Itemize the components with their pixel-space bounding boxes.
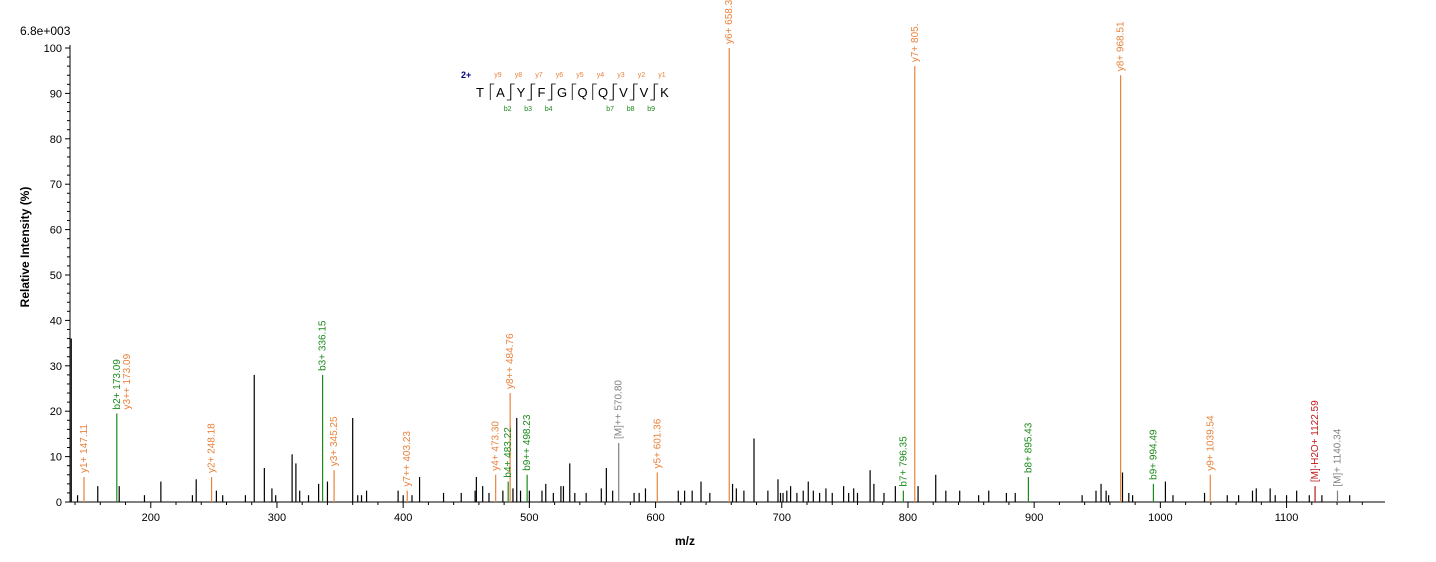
x-tick-label: 300 xyxy=(268,512,286,524)
b-ion-bracket xyxy=(629,84,635,101)
x-tick-label: 1100 xyxy=(1275,512,1299,524)
peak-label: y3+ 345.25 xyxy=(329,416,340,466)
peak-label: b2+ 173.09 xyxy=(112,359,123,410)
peak-label: y2+ 248.18 xyxy=(207,423,218,473)
y-tick-label: 50 xyxy=(50,270,62,282)
y-tick-label: 30 xyxy=(50,361,62,373)
x-tick-label: 200 xyxy=(142,512,160,524)
y-ion-bracket xyxy=(633,83,638,100)
peak-label: y6+ 658.38 xyxy=(724,0,735,44)
residue: F xyxy=(538,85,546,100)
peak-label: b9++ 498.23 xyxy=(522,414,533,471)
x-axis-title: m/z xyxy=(675,534,695,548)
peaks xyxy=(70,48,1351,502)
axes xyxy=(69,45,1385,503)
y-tick-label: 100 xyxy=(44,43,62,55)
y-ion-label: y2 xyxy=(638,72,646,79)
peak-label: y3++ 173.09 xyxy=(122,353,133,409)
x-tick-label: 800 xyxy=(899,512,917,524)
peak-label: y1+ 147.11 xyxy=(79,424,90,473)
y-tick-label: 70 xyxy=(50,179,62,191)
residue: V xyxy=(619,85,628,100)
y-ion-bracket xyxy=(571,83,577,100)
y-ion-bracket xyxy=(489,83,495,100)
y-ion-label: y5 xyxy=(576,72,584,79)
x-tick-label: 600 xyxy=(646,512,664,524)
b-ion-label: b7 xyxy=(606,106,614,113)
y-ion-label: y8 xyxy=(515,72,523,79)
x-tick-label: 400 xyxy=(394,512,412,524)
y-tick-label: 80 xyxy=(50,134,62,146)
b-ion-bracket xyxy=(527,84,532,101)
peak-labels: y1+ 147.11 b2+ 173.09 y3++ 173.09 y2+ 248.1… xyxy=(79,0,1343,487)
b-ion-label: b9 xyxy=(647,106,655,113)
y-tick-label: 20 xyxy=(50,406,62,418)
x-tick-label: 500 xyxy=(520,512,538,524)
b-ion-label: b3 xyxy=(524,106,532,113)
y-ion-label: y7 xyxy=(535,72,543,79)
peak-label: y8+ 968.51 xyxy=(1116,21,1127,71)
b-ion-bracket xyxy=(609,84,614,101)
x-tick-label: 1000 xyxy=(1148,512,1172,524)
y-tick-label: 10 xyxy=(50,452,62,464)
y-ion-label: y1 xyxy=(658,72,666,79)
peak-label: [M]-H2O+ 1122.59 xyxy=(1310,400,1321,482)
peak-label: y7++ 403.23 xyxy=(402,431,413,487)
y-tick-label: 60 xyxy=(50,225,62,237)
peak-label: [M]++ 570.80 xyxy=(614,380,625,439)
b-ion-bracket xyxy=(650,84,655,101)
peak-label: b8+ 895.43 xyxy=(1023,422,1034,473)
y-ion-label: y6 xyxy=(556,72,564,79)
peak-label: b3+ 336.15 xyxy=(318,320,329,371)
x-tick-label: 700 xyxy=(773,512,791,524)
y-tick-label: 40 xyxy=(50,315,62,327)
y-ion-bracket xyxy=(612,83,618,100)
y-ion-label: y3 xyxy=(617,72,625,79)
residue: G xyxy=(557,85,567,100)
charge-state: 2+ xyxy=(461,70,471,80)
max-intensity-label: 6.8e+003 xyxy=(20,24,71,38)
peak-label: [M]+ 1140.34 xyxy=(1332,428,1343,486)
y-ion-bracket xyxy=(530,83,536,100)
peak-label: b4+ 483.22 xyxy=(503,427,514,478)
residue: T xyxy=(476,85,484,100)
x-tick-label: 900 xyxy=(1025,512,1043,524)
residue: Q xyxy=(577,85,587,100)
residue: Y xyxy=(517,85,526,100)
peak-label: y9+ 1039.54 xyxy=(1205,415,1216,471)
b-ion-bracket xyxy=(506,84,512,101)
y-axis-title: Relative Intensity (%) xyxy=(18,187,32,308)
y-ion-bracket xyxy=(653,83,659,100)
y-ion-bracket xyxy=(551,83,556,100)
x-ticks: 200 300 400 500 600 700 800 900 1000 1100 xyxy=(74,502,1363,524)
y-tick-label: 90 xyxy=(50,88,62,100)
peak-label: y7+ 805. xyxy=(910,24,921,63)
peak-label: y5+ 601.36 xyxy=(652,418,663,468)
peak-label: y4+ 473.30 xyxy=(491,421,502,471)
peak-label: y8++ 484.76 xyxy=(505,333,516,389)
y-ion-label: y4 xyxy=(597,72,605,79)
y-ion-bracket xyxy=(592,83,597,100)
b-ion-bracket xyxy=(547,84,553,101)
peak-label: b7+ 796.35 xyxy=(898,436,909,487)
peak-label: b9+ 994.49 xyxy=(1148,429,1159,480)
b-ion-label: b2 xyxy=(504,106,512,113)
residue: V xyxy=(640,85,649,100)
y-ticks: 0 10 20 30 40 50 60 70 80 90 100 xyxy=(44,43,70,509)
residue: A xyxy=(496,85,505,100)
y-ion-label: y9 xyxy=(494,72,502,79)
residue: K xyxy=(660,85,669,100)
y-ion-bracket xyxy=(510,83,515,100)
y-tick-label: 0 xyxy=(56,497,62,509)
b-ion-label: b8 xyxy=(627,106,635,113)
residue: Q xyxy=(598,85,608,100)
b-ion-label: b4 xyxy=(545,106,553,113)
